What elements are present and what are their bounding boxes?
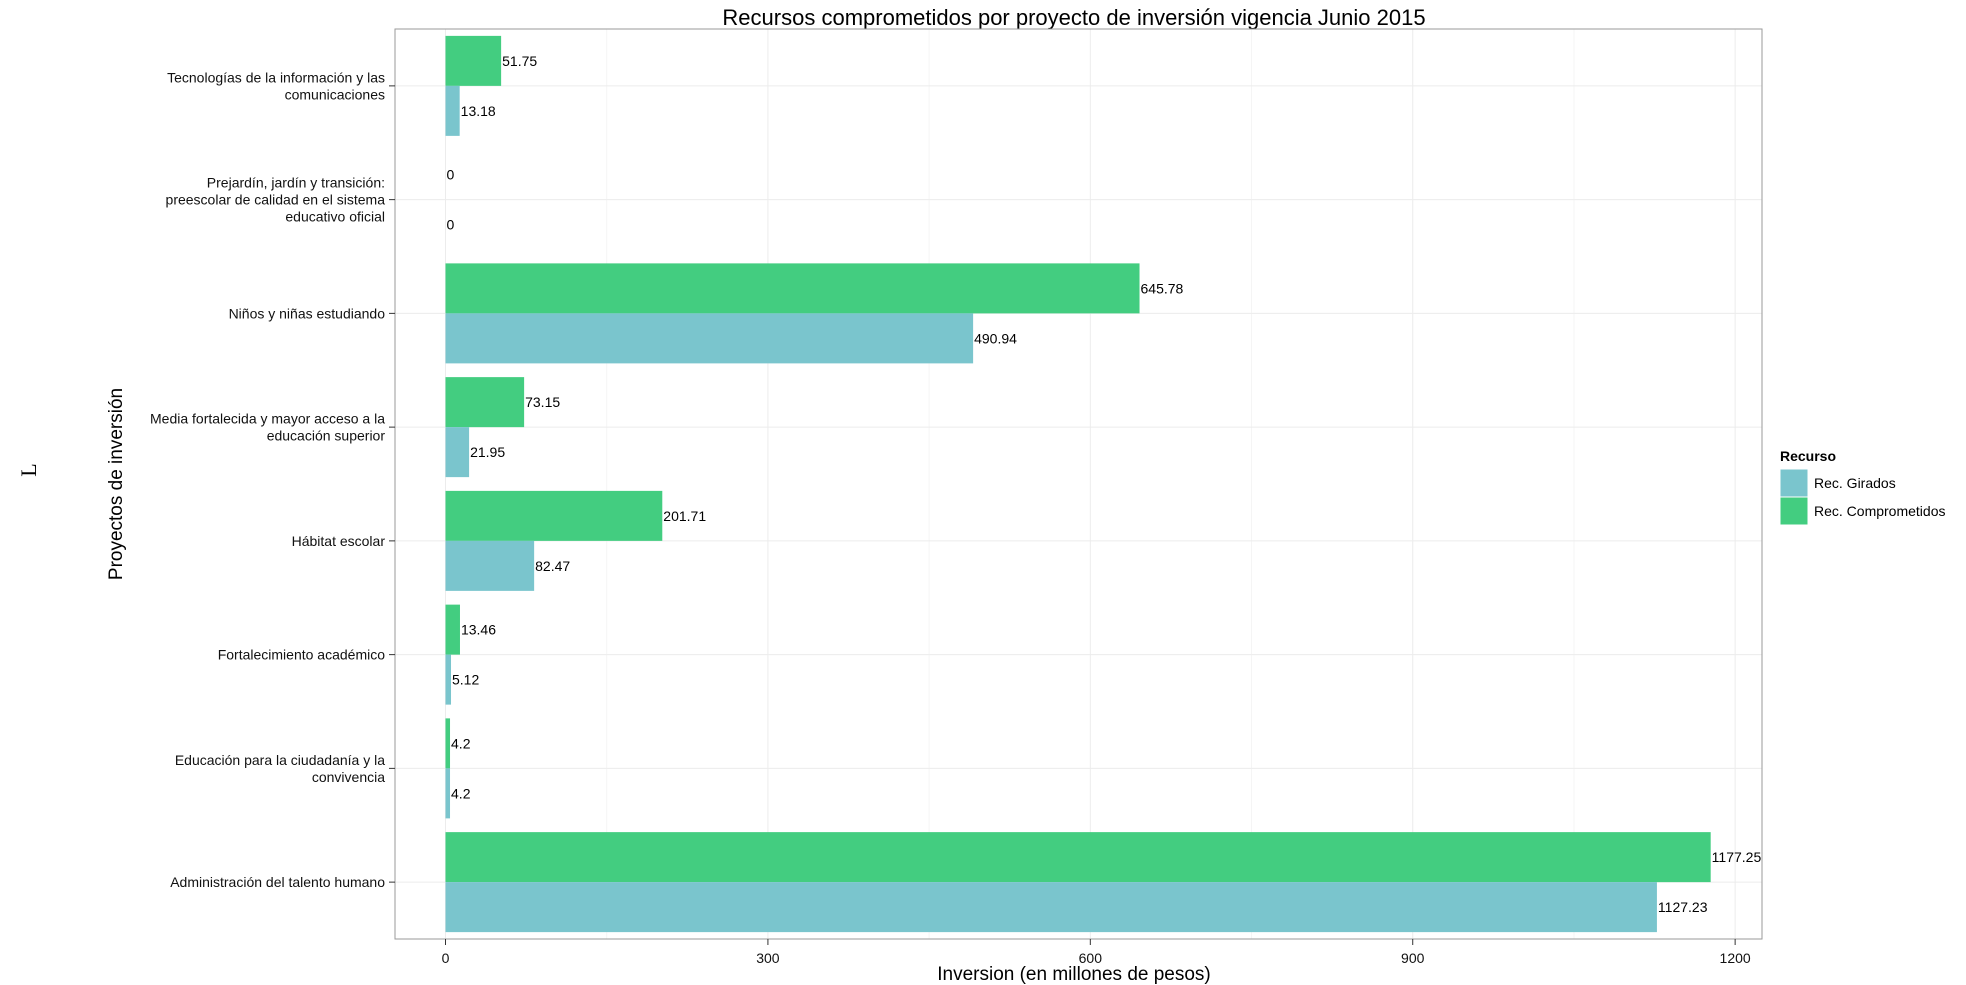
x-tick-label: 0 bbox=[442, 950, 450, 966]
legend-swatch bbox=[1779, 496, 1809, 526]
y-tick-label: Fortalecimiento académico bbox=[218, 647, 386, 663]
legend-swatch bbox=[1779, 468, 1809, 498]
plot-panel bbox=[395, 29, 1762, 939]
y-tick-label: Tecnologías de la información y las comun… bbox=[167, 69, 385, 102]
bar-girados bbox=[445, 85, 460, 136]
stray-glyph: L bbox=[16, 463, 41, 476]
bar-girados bbox=[445, 654, 452, 705]
x-axis-title: Inversion (en millones de pesos) bbox=[937, 964, 1211, 985]
plot-border bbox=[394, 28, 1763, 940]
y-tick-label-line: educación superior bbox=[267, 428, 386, 444]
plot-area: 51.75 13.18 0 0 645.78 490.94 73.15 21.95 201.71… bbox=[150, 28, 1763, 966]
bar-girados bbox=[445, 540, 535, 591]
bar-comprometidos bbox=[445, 604, 460, 655]
data-label: 13.46 bbox=[461, 622, 496, 638]
data-label: 4.2 bbox=[451, 785, 471, 801]
bar-comprometidos bbox=[445, 832, 1711, 883]
y-tick-label: Prejardín, jardín y transición: preescola… bbox=[166, 175, 386, 225]
legend-label: Rec. Comprometidos bbox=[1814, 503, 1946, 519]
y-tick-label-line: preescolar de calidad en el sistema bbox=[166, 192, 386, 208]
data-label: 4.2 bbox=[451, 735, 471, 751]
legend-label: Rec. Girados bbox=[1814, 475, 1896, 491]
y-tick-label-line: Media fortalecida y mayor acceso a la bbox=[150, 411, 385, 427]
bar-comprometidos bbox=[445, 35, 502, 86]
bar-comprometidos bbox=[445, 490, 663, 541]
chart-title: Recursos comprometidos por proyecto de i… bbox=[722, 5, 1425, 30]
x-tick-label: 600 bbox=[1079, 950, 1103, 966]
bar-comprometidos bbox=[445, 377, 525, 428]
bar-girados bbox=[445, 768, 451, 819]
x-tick-label: 1200 bbox=[1720, 950, 1751, 966]
y-tick-label-line: Prejardín, jardín y transición: bbox=[207, 175, 385, 191]
data-label: 0 bbox=[447, 167, 455, 183]
data-label: 201.71 bbox=[663, 508, 706, 524]
data-label: 1177.25 bbox=[1712, 849, 1762, 865]
y-tick-label-line: Fortalecimiento académico bbox=[218, 647, 386, 663]
y-tick-label-line: Niños y niñas estudiando bbox=[229, 305, 386, 321]
legend-title: Recurso bbox=[1780, 448, 1836, 464]
bar-girados bbox=[445, 882, 1657, 933]
legend: Recurso Rec. Girados Rec. Comprometidos bbox=[1779, 448, 1946, 526]
y-axis-title: Proyectos de inversión bbox=[106, 388, 127, 580]
bar-girados bbox=[445, 313, 974, 364]
y-tick-label-line: educativo oficial bbox=[285, 209, 385, 225]
data-label: 73.15 bbox=[525, 394, 560, 410]
y-tick-label: Niños y niñas estudiando bbox=[229, 305, 386, 321]
data-label: 21.95 bbox=[470, 444, 505, 460]
bar-comprometidos bbox=[445, 263, 1140, 314]
y-tick-label: Administración del talento humano bbox=[170, 874, 385, 890]
y-tick-label-line: Hábitat escolar bbox=[292, 533, 386, 549]
data-label: 5.12 bbox=[452, 672, 479, 688]
y-tick-label-line: Educación para la ciudadanía y la bbox=[175, 752, 385, 768]
y-tick-label: Hábitat escolar bbox=[292, 533, 386, 549]
data-label: 645.78 bbox=[1141, 280, 1184, 296]
data-label: 0 bbox=[447, 217, 455, 233]
data-label: 13.18 bbox=[461, 103, 496, 119]
y-tick-label: Educación para la ciudadanía y la convive… bbox=[175, 752, 385, 785]
bar-comprometidos bbox=[445, 718, 451, 769]
bar-girados bbox=[445, 427, 470, 478]
y-tick-label-line: Tecnologías de la información y las bbox=[167, 69, 385, 85]
x-tick-label: 300 bbox=[756, 950, 780, 966]
data-label: 490.94 bbox=[974, 330, 1017, 346]
y-tick-label-line: Administración del talento humano bbox=[170, 874, 385, 890]
data-label: 1127.23 bbox=[1658, 899, 1708, 915]
data-label: 51.75 bbox=[502, 53, 537, 69]
x-tick-label: 900 bbox=[1401, 950, 1425, 966]
y-tick-label-line: convivencia bbox=[312, 769, 385, 785]
y-tick-label: Media fortalecida y mayor acceso a la edu… bbox=[150, 411, 385, 444]
data-label: 82.47 bbox=[535, 558, 570, 574]
y-tick-label-line: comunicaciones bbox=[285, 86, 385, 102]
